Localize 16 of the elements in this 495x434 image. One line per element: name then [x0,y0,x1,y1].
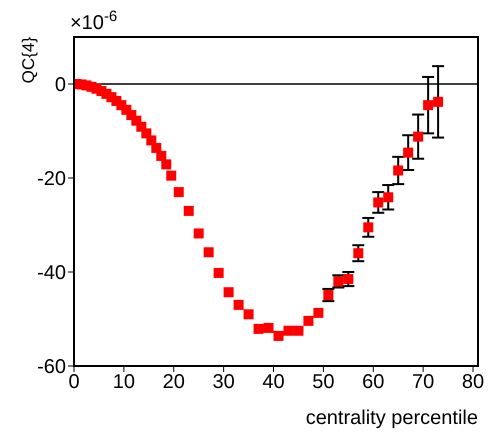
x-tick-label: 40 [262,371,285,394]
y-tick-label: 0 [54,74,66,96]
y-tick-label: -40 [37,262,66,284]
x-tick-label: 70 [412,371,434,394]
x-tick-label: 30 [212,371,235,394]
x-tick-label: 20 [162,371,185,394]
x-tick-label: 10 [112,371,135,394]
x-axis-title: centrality percentile [306,407,478,429]
y-tick-label: -20 [37,168,66,190]
y-axis-title: QC{4} [19,36,38,84]
x-tick-label: 80 [462,371,484,394]
x-tick-label: 60 [362,371,384,394]
x-tick-label: 0 [68,371,80,394]
x-tick-label: 50 [312,371,335,394]
y-tick-label: -60 [37,356,66,378]
text: ×10$^{-6}$ [70,8,118,34]
